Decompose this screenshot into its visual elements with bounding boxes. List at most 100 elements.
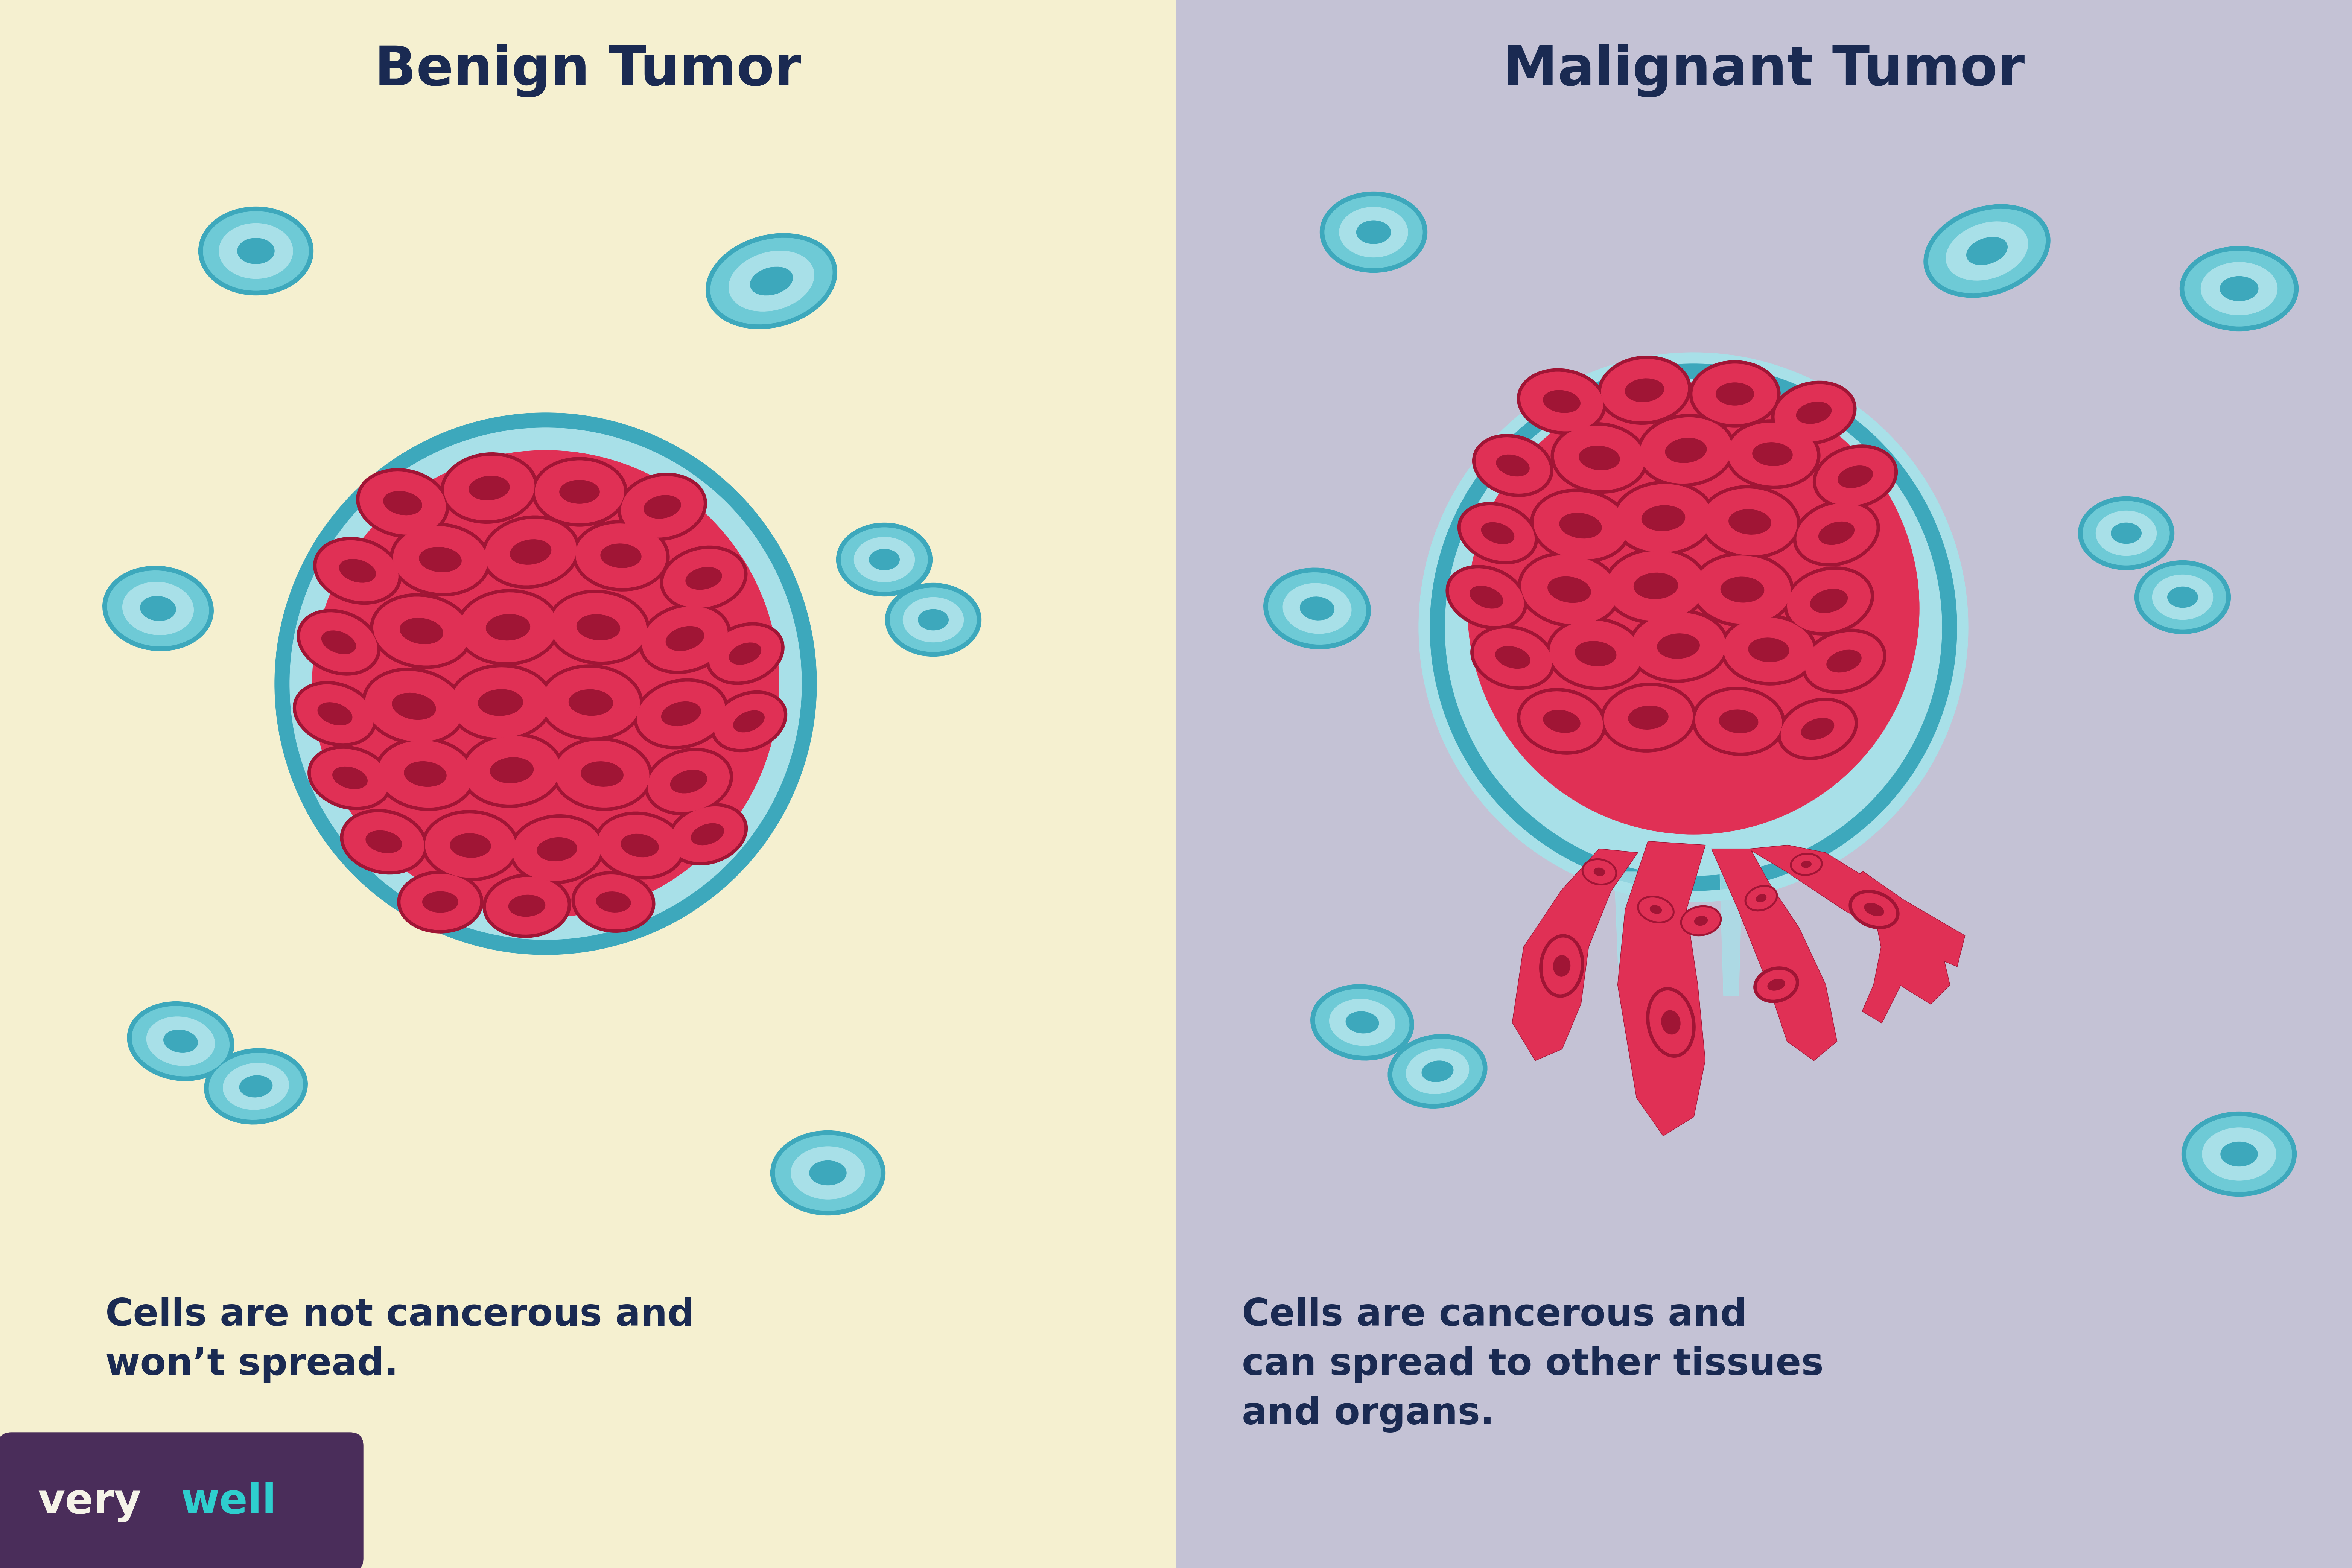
Ellipse shape: [541, 668, 640, 737]
Text: well: well: [181, 1482, 275, 1523]
Bar: [1176, 0, 2352, 1568]
Ellipse shape: [1338, 207, 1409, 257]
Ellipse shape: [294, 681, 376, 746]
Ellipse shape: [1628, 610, 1729, 682]
Ellipse shape: [1423, 1062, 1454, 1082]
Ellipse shape: [1748, 887, 1776, 909]
Ellipse shape: [1828, 651, 1860, 673]
Ellipse shape: [854, 538, 915, 582]
Ellipse shape: [1776, 384, 1853, 441]
Ellipse shape: [127, 1002, 233, 1080]
Ellipse shape: [1550, 422, 1649, 494]
Ellipse shape: [1392, 1040, 1482, 1104]
Ellipse shape: [691, 823, 724, 845]
Ellipse shape: [1837, 466, 1872, 488]
Ellipse shape: [510, 539, 550, 564]
Ellipse shape: [1811, 590, 1849, 613]
Ellipse shape: [362, 668, 466, 745]
Ellipse shape: [1865, 903, 1884, 916]
Ellipse shape: [666, 626, 703, 651]
Ellipse shape: [1602, 359, 1689, 422]
Ellipse shape: [1924, 204, 2051, 298]
Circle shape: [1468, 383, 1919, 834]
Ellipse shape: [1802, 861, 1811, 867]
Ellipse shape: [397, 870, 482, 933]
Ellipse shape: [390, 522, 492, 596]
Ellipse shape: [447, 665, 553, 742]
Ellipse shape: [513, 818, 602, 881]
Ellipse shape: [2084, 502, 2169, 564]
Ellipse shape: [1639, 898, 1672, 922]
Ellipse shape: [238, 238, 275, 263]
Ellipse shape: [482, 873, 572, 938]
Ellipse shape: [536, 837, 576, 861]
Ellipse shape: [1578, 445, 1621, 470]
Ellipse shape: [1595, 867, 1604, 877]
Ellipse shape: [310, 750, 388, 806]
Ellipse shape: [734, 710, 764, 732]
Ellipse shape: [1268, 572, 1367, 644]
Ellipse shape: [240, 1076, 273, 1098]
Ellipse shape: [548, 590, 649, 665]
Ellipse shape: [1315, 989, 1409, 1055]
Ellipse shape: [903, 597, 964, 643]
Ellipse shape: [141, 596, 176, 621]
Ellipse shape: [1606, 552, 1705, 621]
Ellipse shape: [489, 757, 534, 782]
Ellipse shape: [550, 593, 647, 662]
Ellipse shape: [1534, 492, 1628, 560]
Ellipse shape: [1357, 221, 1390, 243]
Ellipse shape: [198, 207, 313, 295]
Ellipse shape: [889, 588, 976, 652]
Ellipse shape: [1517, 688, 1606, 754]
Ellipse shape: [1637, 414, 1736, 486]
Ellipse shape: [661, 546, 748, 612]
Polygon shape: [1512, 850, 1637, 1060]
Ellipse shape: [1635, 572, 1677, 599]
Ellipse shape: [1693, 916, 1708, 925]
Ellipse shape: [1745, 886, 1778, 911]
Text: very: very: [38, 1482, 141, 1523]
Polygon shape: [1750, 845, 1964, 966]
Ellipse shape: [1748, 638, 1790, 662]
Ellipse shape: [1724, 420, 1820, 489]
Ellipse shape: [729, 643, 762, 665]
Ellipse shape: [729, 251, 814, 312]
Ellipse shape: [1522, 691, 1602, 751]
Ellipse shape: [809, 1160, 847, 1185]
Ellipse shape: [445, 456, 534, 521]
Ellipse shape: [108, 571, 209, 646]
Polygon shape: [1851, 872, 1950, 1022]
Ellipse shape: [2185, 251, 2293, 326]
Ellipse shape: [1646, 988, 1696, 1057]
Ellipse shape: [1816, 448, 1893, 505]
Ellipse shape: [2201, 1127, 2277, 1181]
Ellipse shape: [555, 740, 649, 808]
Ellipse shape: [1703, 489, 1797, 555]
Ellipse shape: [1945, 221, 2027, 281]
Ellipse shape: [1929, 209, 2046, 293]
Ellipse shape: [1792, 855, 1820, 873]
Ellipse shape: [1517, 368, 1606, 434]
Ellipse shape: [223, 1063, 289, 1110]
Ellipse shape: [1802, 629, 1886, 693]
Polygon shape: [1712, 850, 1837, 1060]
Ellipse shape: [670, 770, 708, 793]
Ellipse shape: [482, 516, 579, 588]
Ellipse shape: [1470, 626, 1555, 690]
Ellipse shape: [318, 702, 353, 724]
Ellipse shape: [383, 491, 421, 514]
Ellipse shape: [2136, 560, 2230, 633]
Ellipse shape: [296, 610, 381, 676]
Ellipse shape: [1696, 690, 1783, 753]
Ellipse shape: [1665, 437, 1708, 463]
Ellipse shape: [1797, 503, 1877, 563]
Ellipse shape: [205, 1049, 308, 1124]
Ellipse shape: [1616, 485, 1712, 552]
Ellipse shape: [1282, 583, 1352, 633]
Ellipse shape: [1651, 905, 1661, 914]
Ellipse shape: [1604, 687, 1693, 750]
Ellipse shape: [576, 875, 652, 930]
Ellipse shape: [1345, 1011, 1378, 1033]
Ellipse shape: [1625, 378, 1663, 401]
